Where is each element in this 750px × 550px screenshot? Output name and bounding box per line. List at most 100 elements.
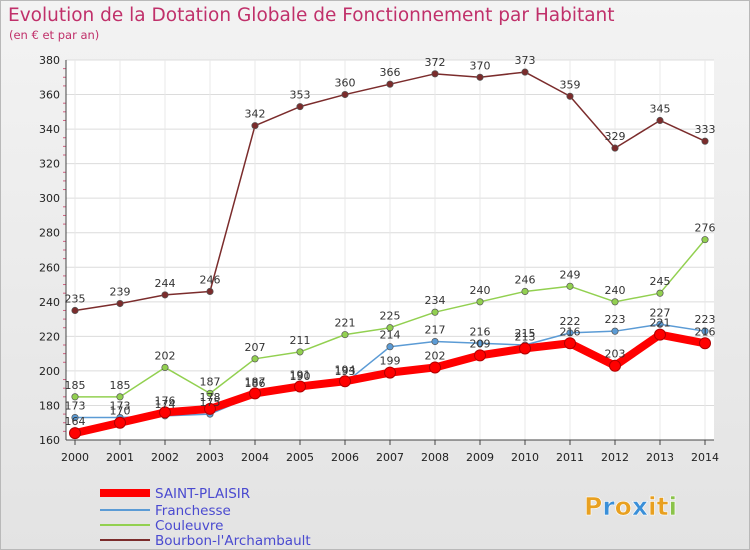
data-label: 245: [650, 275, 671, 288]
data-label: 186: [245, 377, 266, 390]
y-tick-label: 240: [39, 296, 60, 309]
chart-title: Evolution de la Dotation Globale de Fonc…: [8, 5, 615, 26]
data-point: [161, 291, 169, 299]
data-label: 235: [65, 292, 86, 305]
data-point: [114, 416, 126, 429]
data-point: [249, 387, 261, 400]
data-label: 209: [470, 337, 491, 350]
data-label: 222: [560, 315, 581, 328]
data-label: 223: [695, 313, 716, 326]
chart-subtitle: (en € et par an): [9, 28, 99, 42]
logo-letter: i: [669, 492, 678, 521]
data-label: 239: [110, 286, 131, 299]
legend-label: SAINT-PLAISIR: [155, 486, 250, 502]
data-label: 221: [650, 317, 671, 330]
legend-label: Franchesse: [155, 503, 231, 519]
data-point: [159, 406, 171, 419]
data-label: 175: [200, 396, 221, 409]
data-label: 207: [245, 341, 266, 354]
data-label: 366: [380, 66, 401, 79]
data-point: [611, 144, 619, 152]
x-tick-label: 2010: [511, 451, 539, 464]
series-layer: [69, 68, 711, 440]
y-tick-label: 220: [39, 330, 60, 343]
axes: 160 180 200 220 240 260 280 300 320 340 360 380 2000…: [39, 54, 719, 464]
data-point: [701, 327, 709, 335]
data-point: [116, 393, 124, 401]
data-label: 211: [290, 334, 311, 347]
data-point: [431, 308, 439, 316]
y-tick-label: 300: [39, 192, 60, 205]
data-point: [566, 92, 574, 100]
x-tick-label: 2012: [601, 451, 629, 464]
data-point: [341, 331, 349, 339]
data-label: 187: [200, 375, 221, 388]
data-label: 333: [695, 123, 716, 136]
data-point: [384, 366, 396, 379]
data-point: [521, 68, 529, 76]
data-point: [701, 236, 709, 244]
data-label: 373: [515, 54, 536, 67]
data-point: [341, 90, 349, 99]
data-point: [519, 342, 531, 355]
data-point: [476, 73, 484, 81]
data-point: [699, 337, 711, 350]
x-tick-label: 2003: [196, 451, 224, 464]
x-tick-label: 2005: [286, 451, 314, 464]
x-tick-label: 2013: [646, 451, 674, 464]
data-label: 360: [335, 77, 356, 90]
data-label: 178: [200, 391, 221, 404]
data-point: [521, 287, 529, 296]
data-label: 276: [695, 222, 716, 235]
data-label: 199: [380, 355, 401, 368]
data-point: [386, 80, 394, 88]
data-point: [251, 122, 259, 130]
data-point: [386, 343, 394, 351]
data-point: [429, 361, 441, 374]
y-tick-label: 360: [39, 89, 60, 102]
y-tick-label: 180: [39, 399, 60, 412]
logo-text: Proxiti: [584, 492, 677, 521]
data-point: [611, 327, 619, 335]
logo-letter: r: [602, 492, 615, 521]
data-point: [386, 324, 394, 332]
data-point: [71, 393, 79, 401]
data-label: 187: [245, 375, 266, 388]
data-label: 173: [65, 400, 86, 413]
data-label: 329: [605, 130, 626, 143]
data-point: [204, 402, 216, 415]
data-point: [566, 282, 574, 290]
data-label: 216: [695, 325, 716, 338]
y-tick-label: 340: [39, 123, 60, 136]
data-label: 217: [425, 324, 446, 337]
data-point: [564, 337, 576, 350]
data-label: 370: [470, 59, 491, 72]
data-point: [656, 289, 664, 297]
data-label: 202: [425, 349, 446, 362]
data-label: 345: [650, 102, 671, 115]
data-label: 191: [290, 368, 311, 381]
data-label: 359: [560, 78, 581, 91]
data-label: 176: [155, 394, 176, 407]
series-bourbon-l-archambault: [71, 68, 709, 315]
data-label: 164: [65, 415, 86, 428]
data-point: [161, 363, 169, 372]
data-point: [656, 116, 664, 125]
y-tick-label: 380: [39, 54, 60, 67]
x-tick-label: 2008: [421, 451, 449, 464]
data-label: 246: [515, 273, 536, 286]
data-labels: 164 170 176 178 187 191 194 199 202 209 213 216 203 2…: [65, 54, 716, 428]
data-point: [474, 349, 486, 362]
data-label: 234: [425, 294, 446, 307]
x-tick-label: 2004: [241, 451, 269, 464]
data-label: 249: [560, 268, 581, 281]
data-label: 194: [335, 363, 356, 376]
data-label: 193: [335, 365, 356, 378]
data-label: 372: [425, 56, 446, 69]
data-label: 216: [470, 325, 491, 338]
x-tick-label: 2002: [151, 451, 179, 464]
data-label: 173: [110, 400, 131, 413]
data-point: [71, 306, 79, 315]
x-tick-label: 2001: [106, 451, 134, 464]
data-point: [206, 287, 214, 296]
